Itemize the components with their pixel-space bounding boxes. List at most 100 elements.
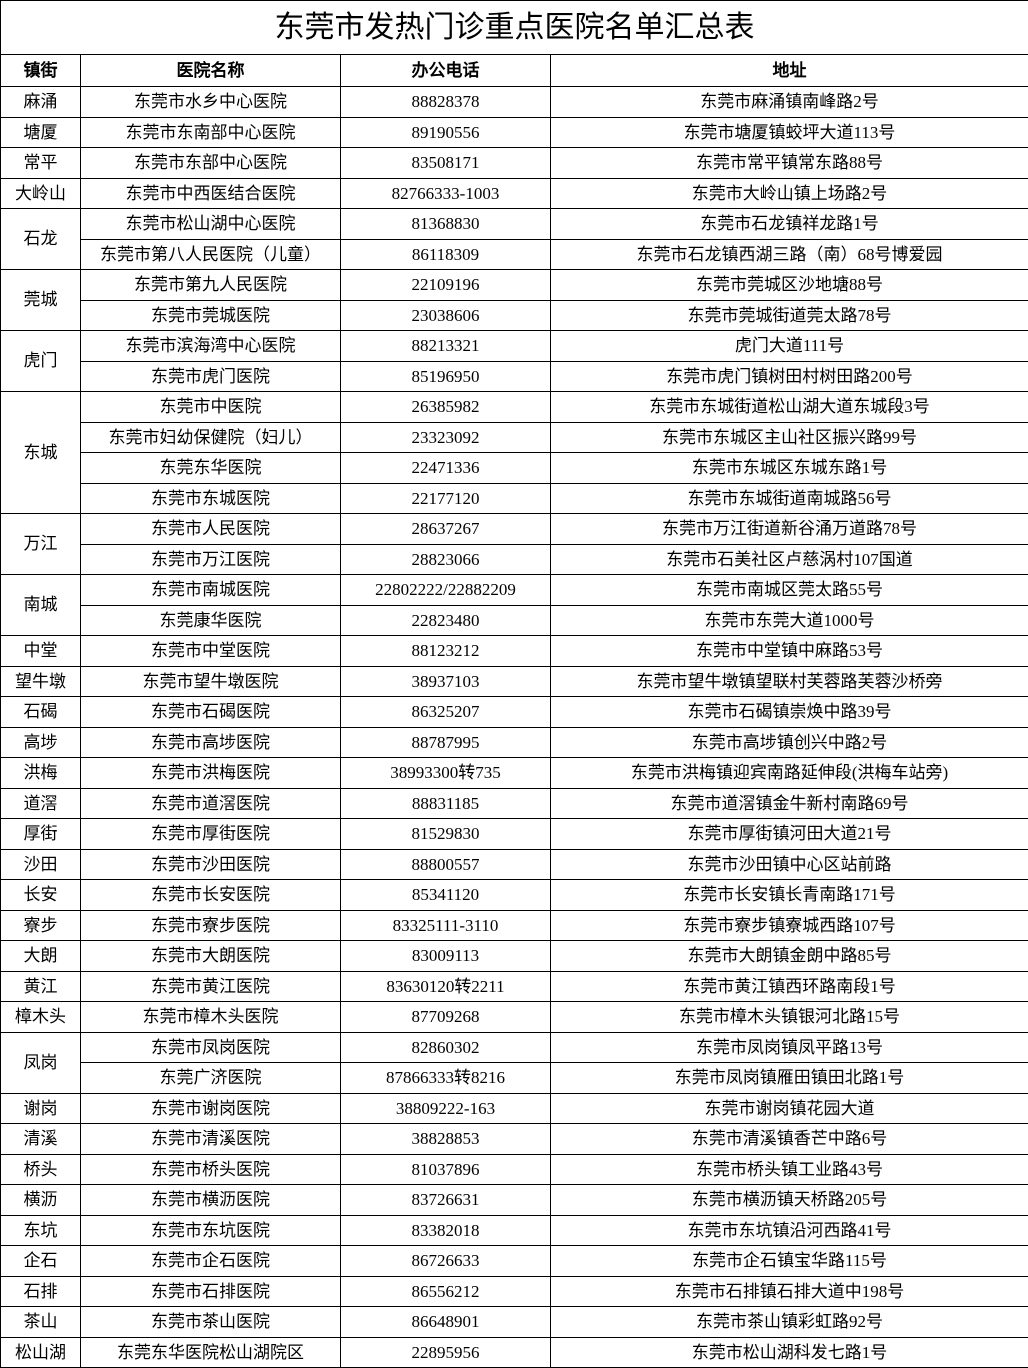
- table-row: 石龙东莞市松山湖中心医院81368830东莞市石龙镇祥龙路1号: [1, 209, 1028, 240]
- cell-address: 东莞市谢岗镇花园大道: [551, 1093, 1028, 1124]
- cell-address: 东莞市大岭山镇上场路2号: [551, 178, 1028, 209]
- cell-phone: 88123212: [341, 636, 551, 667]
- cell-town: 松山湖: [1, 1337, 81, 1368]
- cell-hospital: 东莞市松山湖中心医院: [81, 209, 341, 240]
- table-row: 沙田东莞市沙田医院88800557东莞市沙田镇中心区站前路: [1, 849, 1028, 880]
- cell-phone: 83630120转2211: [341, 971, 551, 1002]
- cell-town: 南城: [1, 575, 81, 636]
- cell-phone: 81529830: [341, 819, 551, 850]
- cell-phone: 28637267: [341, 514, 551, 545]
- cell-phone: 83508171: [341, 148, 551, 179]
- cell-hospital: 东莞市长安医院: [81, 880, 341, 911]
- cell-address: 东莞市南城区莞太路55号: [551, 575, 1028, 606]
- cell-town: 中堂: [1, 636, 81, 667]
- cell-phone: 22895956: [341, 1337, 551, 1368]
- table-row: 企石东莞市企石医院86726633东莞市企石镇宝华路115号: [1, 1246, 1028, 1277]
- cell-phone: 87866333转8216: [341, 1063, 551, 1094]
- table-row: 松山湖东莞东华医院松山湖院区22895956东莞市松山湖科发七路1号: [1, 1337, 1028, 1368]
- cell-town: 莞城: [1, 270, 81, 331]
- cell-phone: 83325111-3110: [341, 910, 551, 941]
- cell-address: 东莞市东坑镇沿河西路41号: [551, 1215, 1028, 1246]
- table-row: 道滘东莞市道滘医院88831185东莞市道滘镇金牛新村南路69号: [1, 788, 1028, 819]
- cell-phone: 22823480: [341, 605, 551, 636]
- cell-hospital: 东莞东华医院松山湖院区: [81, 1337, 341, 1368]
- table-row: 中堂东莞市中堂医院88123212东莞市中堂镇中麻路53号: [1, 636, 1028, 667]
- cell-town: 高埗: [1, 727, 81, 758]
- table-row: 高埗东莞市高埗医院88787995东莞市高埗镇创兴中路2号: [1, 727, 1028, 758]
- hospital-table: 东莞市发热门诊重点医院名单汇总表镇街医院名称办公电话地址麻涌东莞市水乡中心医院8…: [0, 0, 1028, 1368]
- cell-address: 东莞市石碣镇崇焕中路39号: [551, 697, 1028, 728]
- cell-hospital: 东莞市望牛墩医院: [81, 666, 341, 697]
- cell-town: 清溪: [1, 1124, 81, 1155]
- table-row: 东莞市妇幼保健院（妇儿）23323092东莞市东城区主山社区振兴路99号: [1, 422, 1028, 453]
- cell-phone: 88800557: [341, 849, 551, 880]
- cell-address: 东莞市长安镇长青南路171号: [551, 880, 1028, 911]
- header-town: 镇街: [1, 55, 81, 87]
- table-row: 厚街东莞市厚街医院81529830东莞市厚街镇河田大道21号: [1, 819, 1028, 850]
- cell-address: 东莞市厚街镇河田大道21号: [551, 819, 1028, 850]
- cell-address: 东莞市横沥镇天桥路205号: [551, 1185, 1028, 1216]
- cell-hospital: 东莞市中医院: [81, 392, 341, 423]
- cell-address: 东莞市麻涌镇南峰路2号: [551, 87, 1028, 118]
- table-row: 东莞市莞城医院23038606东莞市莞城街道莞太路78号: [1, 300, 1028, 331]
- cell-phone: 85196950: [341, 361, 551, 392]
- cell-phone: 86648901: [341, 1307, 551, 1338]
- cell-hospital: 东莞市清溪医院: [81, 1124, 341, 1155]
- cell-address: 东莞市石排镇石排大道中198号: [551, 1276, 1028, 1307]
- table-row: 清溪东莞市清溪医院38828853东莞市清溪镇香芒中路6号: [1, 1124, 1028, 1155]
- cell-phone: 38809222-163: [341, 1093, 551, 1124]
- cell-town: 石龙: [1, 209, 81, 270]
- table-row: 东莞广济医院87866333转8216东莞市凤岗镇雁田镇田北路1号: [1, 1063, 1028, 1094]
- cell-address: 东莞市松山湖科发七路1号: [551, 1337, 1028, 1368]
- cell-town: 望牛墩: [1, 666, 81, 697]
- cell-hospital: 东莞康华医院: [81, 605, 341, 636]
- cell-address: 东莞市东莞大道1000号: [551, 605, 1028, 636]
- table-row: 望牛墩东莞市望牛墩医院38937103东莞市望牛墩镇望联村芙蓉路芙蓉沙桥旁: [1, 666, 1028, 697]
- cell-address: 东莞市东城街道松山湖大道东城段3号: [551, 392, 1028, 423]
- cell-phone: 38828853: [341, 1124, 551, 1155]
- cell-address: 东莞市桥头镇工业路43号: [551, 1154, 1028, 1185]
- cell-address: 东莞市樟木头镇银河北路15号: [551, 1002, 1028, 1033]
- cell-hospital: 东莞市高埗医院: [81, 727, 341, 758]
- cell-town: 黄江: [1, 971, 81, 1002]
- table-row: 茶山东莞市茶山医院86648901东莞市茶山镇彩虹路92号: [1, 1307, 1028, 1338]
- cell-address: 东莞市东城区东城东路1号: [551, 453, 1028, 484]
- table-row: 长安东莞市长安医院85341120东莞市长安镇长青南路171号: [1, 880, 1028, 911]
- cell-phone: 87709268: [341, 1002, 551, 1033]
- cell-address: 东莞市常平镇常东路88号: [551, 148, 1028, 179]
- cell-address: 东莞市石龙镇祥龙路1号: [551, 209, 1028, 240]
- cell-hospital: 东莞市人民医院: [81, 514, 341, 545]
- cell-phone: 83009113: [341, 941, 551, 972]
- cell-hospital: 东莞市滨海湾中心医院: [81, 331, 341, 362]
- cell-address: 东莞市石美社区卢慈涡村107国道: [551, 544, 1028, 575]
- table-row: 横沥东莞市横沥医院83726631东莞市横沥镇天桥路205号: [1, 1185, 1028, 1216]
- cell-town: 大岭山: [1, 178, 81, 209]
- table-row: 莞城东莞市第九人民医院22109196东莞市莞城区沙地塘88号: [1, 270, 1028, 301]
- cell-address: 东莞市寮步镇寮城西路107号: [551, 910, 1028, 941]
- cell-town: 洪梅: [1, 758, 81, 789]
- cell-hospital: 东莞市万江医院: [81, 544, 341, 575]
- cell-hospital: 东莞市中西医结合医院: [81, 178, 341, 209]
- cell-phone: 22471336: [341, 453, 551, 484]
- cell-phone: 88213321: [341, 331, 551, 362]
- table-row: 谢岗东莞市谢岗医院38809222-163东莞市谢岗镇花园大道: [1, 1093, 1028, 1124]
- cell-address: 东莞市莞城街道莞太路78号: [551, 300, 1028, 331]
- cell-town: 常平: [1, 148, 81, 179]
- cell-phone: 83382018: [341, 1215, 551, 1246]
- cell-address: 东莞市莞城区沙地塘88号: [551, 270, 1028, 301]
- table-row: 东莞市虎门医院85196950东莞市虎门镇树田村树田路200号: [1, 361, 1028, 392]
- cell-address: 东莞市东城区主山社区振兴路99号: [551, 422, 1028, 453]
- cell-phone: 23038606: [341, 300, 551, 331]
- cell-hospital: 东莞市黄江医院: [81, 971, 341, 1002]
- cell-town: 麻涌: [1, 87, 81, 118]
- cell-phone: 81037896: [341, 1154, 551, 1185]
- table-row: 塘厦东莞市东南部中心医院89190556东莞市塘厦镇蛟坪大道113号: [1, 117, 1028, 148]
- cell-address: 东莞市沙田镇中心区站前路: [551, 849, 1028, 880]
- cell-town: 横沥: [1, 1185, 81, 1216]
- cell-address: 东莞市中堂镇中麻路53号: [551, 636, 1028, 667]
- cell-town: 大朗: [1, 941, 81, 972]
- table-row: 石碣东莞市石碣医院86325207东莞市石碣镇崇焕中路39号: [1, 697, 1028, 728]
- cell-phone: 86556212: [341, 1276, 551, 1307]
- table-row: 常平东莞市东部中心医院83508171东莞市常平镇常东路88号: [1, 148, 1028, 179]
- cell-address: 东莞市企石镇宝华路115号: [551, 1246, 1028, 1277]
